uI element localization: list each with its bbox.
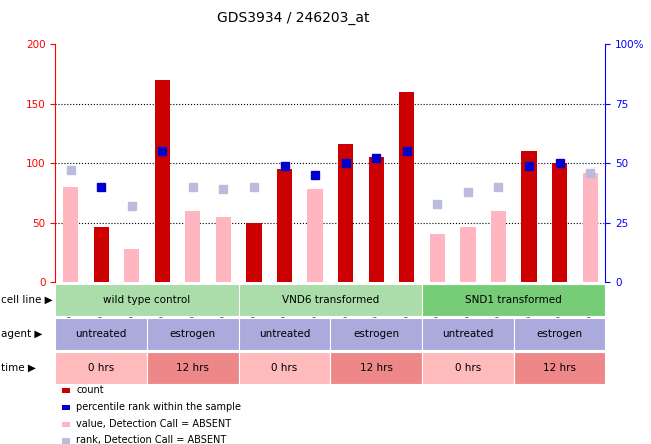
- Bar: [124, 249, 139, 282]
- Bar: [277, 169, 292, 282]
- Bar: [521, 151, 536, 282]
- Text: 0 hrs: 0 hrs: [88, 363, 115, 373]
- Text: 12 hrs: 12 hrs: [543, 363, 576, 373]
- Text: agent ▶: agent ▶: [1, 329, 43, 339]
- Text: untreated: untreated: [442, 329, 493, 339]
- Text: 12 hrs: 12 hrs: [360, 363, 393, 373]
- Text: value, Detection Call = ABSENT: value, Detection Call = ABSENT: [76, 419, 231, 428]
- Bar: [399, 92, 415, 282]
- Text: rank, Detection Call = ABSENT: rank, Detection Call = ABSENT: [76, 436, 227, 444]
- Bar: [246, 222, 262, 282]
- Text: SND1 transformed: SND1 transformed: [465, 295, 562, 305]
- Text: wild type control: wild type control: [104, 295, 191, 305]
- Bar: [368, 157, 384, 282]
- Text: 12 hrs: 12 hrs: [176, 363, 210, 373]
- Text: GDS3934 / 246203_at: GDS3934 / 246203_at: [217, 11, 369, 25]
- Bar: [155, 80, 170, 282]
- Text: 0 hrs: 0 hrs: [455, 363, 481, 373]
- Bar: [307, 189, 323, 282]
- Text: estrogen: estrogen: [536, 329, 583, 339]
- Text: 0 hrs: 0 hrs: [271, 363, 298, 373]
- Bar: [338, 144, 353, 282]
- Text: estrogen: estrogen: [170, 329, 216, 339]
- Text: untreated: untreated: [259, 329, 311, 339]
- Bar: [94, 227, 109, 282]
- Bar: [215, 217, 231, 282]
- Bar: [186, 210, 201, 282]
- Bar: [583, 173, 598, 282]
- Bar: [491, 210, 506, 282]
- Bar: [552, 163, 567, 282]
- Text: percentile rank within the sample: percentile rank within the sample: [76, 402, 241, 412]
- Text: estrogen: estrogen: [353, 329, 399, 339]
- Text: VND6 transformed: VND6 transformed: [282, 295, 379, 305]
- Bar: [430, 234, 445, 282]
- Text: untreated: untreated: [76, 329, 127, 339]
- Text: count: count: [76, 385, 104, 395]
- Text: cell line ▶: cell line ▶: [1, 295, 53, 305]
- Text: time ▶: time ▶: [1, 363, 36, 373]
- Bar: [63, 187, 78, 282]
- Bar: [460, 227, 475, 282]
